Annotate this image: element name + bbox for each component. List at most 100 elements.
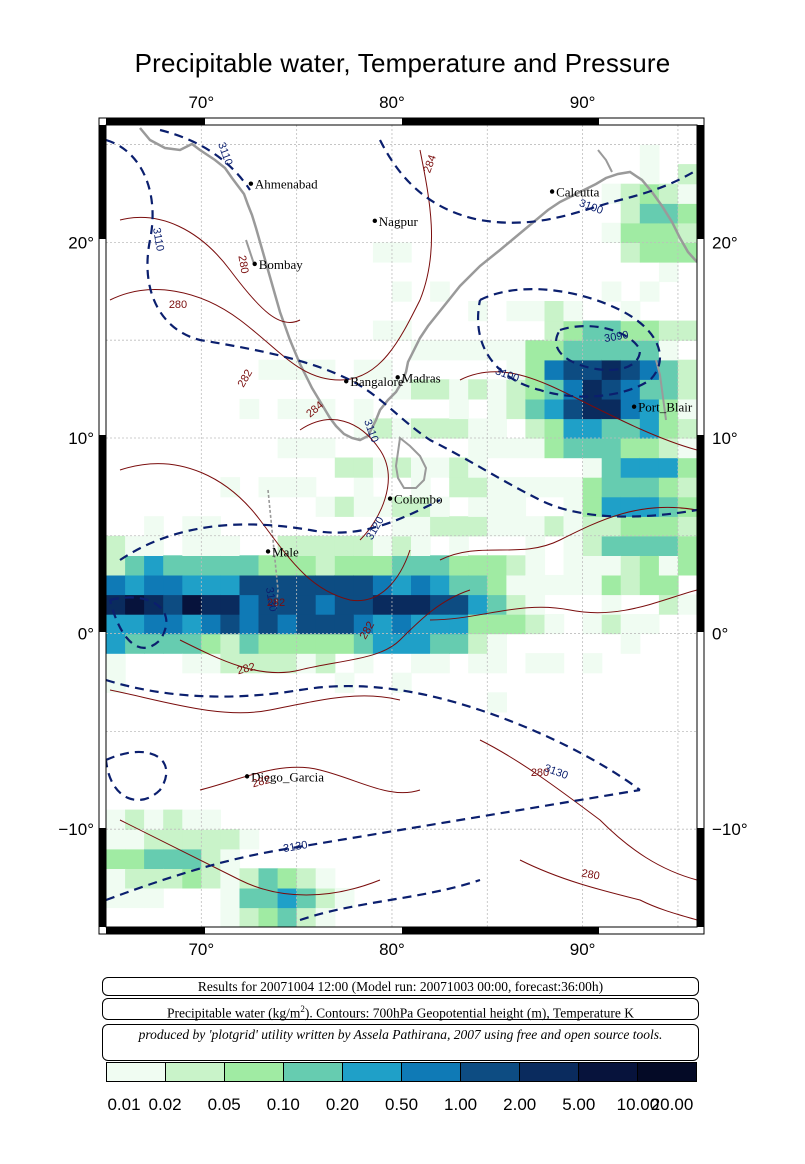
pw-cell xyxy=(144,829,164,850)
pw-cell xyxy=(239,555,260,576)
pw-cell xyxy=(582,438,603,459)
pw-cell xyxy=(601,438,622,459)
pw-cell xyxy=(315,574,336,596)
pw-cell xyxy=(620,535,641,556)
colorbar-tick-label: 10.00 xyxy=(616,1095,660,1114)
pw-cell xyxy=(639,418,660,439)
pw-cell xyxy=(620,496,641,517)
pw-cell xyxy=(430,633,450,654)
pw-cell xyxy=(658,477,679,498)
colorbar-tick-label: 0.05 xyxy=(207,1095,241,1114)
pw-cell xyxy=(658,418,679,439)
pw-cell xyxy=(106,535,126,556)
pw-cell xyxy=(582,477,603,498)
pw-cell xyxy=(563,359,584,380)
pw-cell xyxy=(258,594,279,615)
pw-cell xyxy=(125,574,145,596)
pw-cell xyxy=(563,301,584,322)
pw-cell xyxy=(125,829,145,850)
city-label: Diego_Garcia xyxy=(251,769,324,784)
colorbar-tick-label: 0.10 xyxy=(266,1095,300,1114)
pw-cell xyxy=(315,887,336,909)
pw-cell xyxy=(658,183,679,204)
pw-cell xyxy=(334,574,355,596)
pw-cell xyxy=(487,398,507,420)
lat-tick-label-right: 20° xyxy=(712,233,738,252)
pw-cell xyxy=(601,457,622,478)
pw-cell xyxy=(620,614,641,635)
pw-cell xyxy=(468,653,488,674)
lat-tick-label-right: 10° xyxy=(712,429,738,448)
pw-cell xyxy=(411,477,431,498)
pw-cell xyxy=(487,496,507,517)
pw-cell xyxy=(315,535,336,556)
pw-cell xyxy=(582,516,603,537)
pw-cell xyxy=(182,809,202,830)
pw-cell xyxy=(620,359,641,380)
colorbar-swatch xyxy=(225,1063,284,1081)
pw-cell xyxy=(296,653,317,674)
pw-cell xyxy=(334,887,355,909)
pw-cell xyxy=(658,379,679,400)
pw-cell xyxy=(620,418,641,439)
pw-cell xyxy=(620,516,641,537)
pw-cell xyxy=(449,555,469,576)
pw-cell xyxy=(544,574,565,596)
pw-cell xyxy=(677,516,697,537)
lon-tick-label-top: 90° xyxy=(570,93,596,112)
lat-tick-label-left: 0° xyxy=(78,625,94,644)
coastline xyxy=(139,127,697,611)
pw-cell xyxy=(144,809,164,830)
legend-text-pre: Precipitable water (kg/m xyxy=(166,1005,301,1021)
pw-cell xyxy=(468,633,488,654)
pw-cell xyxy=(601,398,622,420)
pw-cell xyxy=(525,418,546,439)
pw-cell xyxy=(601,535,622,556)
pw-cell xyxy=(315,653,336,674)
temperature-label: 280 xyxy=(235,254,250,274)
pw-cell xyxy=(677,457,697,478)
pw-cell xyxy=(506,438,527,459)
pw-cell xyxy=(182,868,202,889)
pw-cell xyxy=(563,477,584,498)
pw-cell xyxy=(601,574,622,596)
pw-cell xyxy=(620,242,641,263)
city-label: Madras xyxy=(402,370,441,385)
pw-cell xyxy=(582,614,603,635)
pw-cell xyxy=(144,868,164,889)
pw-cell xyxy=(658,222,679,243)
pw-cell xyxy=(506,301,527,322)
pw-cell xyxy=(125,614,145,635)
pw-cell xyxy=(353,555,374,576)
pw-cell xyxy=(449,633,469,654)
pw-cell xyxy=(658,574,679,596)
city-dot xyxy=(344,379,349,384)
pw-cell xyxy=(582,535,603,556)
pw-cell xyxy=(296,887,317,909)
pw-cell xyxy=(220,594,241,615)
colorbar-tick-label: 0.20 xyxy=(325,1095,359,1114)
pw-cell xyxy=(468,614,488,635)
pw-cell xyxy=(506,477,527,498)
colorbar-tick-label: 0.01 xyxy=(107,1095,141,1114)
pw-cell xyxy=(563,340,584,361)
city-dot xyxy=(549,189,555,194)
pw-cell xyxy=(239,594,260,615)
pw-cell xyxy=(334,633,355,654)
pw-cell xyxy=(392,614,412,635)
pw-cell xyxy=(449,614,469,635)
pw-cell xyxy=(563,535,584,556)
pw-cell xyxy=(372,614,393,635)
pw-cell xyxy=(639,281,660,302)
city-label: Bombay xyxy=(259,257,304,272)
pw-cell xyxy=(411,633,431,654)
pw-cell xyxy=(201,829,221,850)
pw-cell xyxy=(411,555,431,576)
colorbar-swatch xyxy=(638,1063,696,1081)
pw-cell xyxy=(582,496,603,517)
pw-cell xyxy=(411,594,431,615)
pw-cell xyxy=(468,555,488,576)
pw-cell xyxy=(296,477,317,498)
pw-cell xyxy=(163,633,183,654)
pw-cell xyxy=(449,398,469,420)
